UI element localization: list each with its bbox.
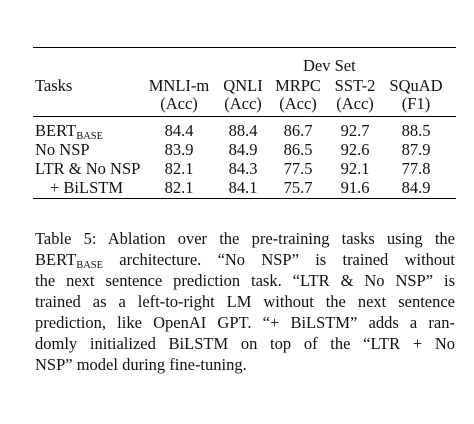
cell: 84.9 [401,178,431,197]
mid-rule [33,116,456,117]
cell: 83.9 [164,140,194,159]
column-metric: (Acc) [279,94,317,113]
caption-line: BERTBASE architecture. “No NSP” is train… [35,249,455,271]
cell: 86.7 [283,121,313,140]
row-label: BERTBASE [35,121,104,143]
row-label-text: No NSP [35,140,90,159]
caption-text: BERT [35,250,77,269]
caption-sub: BASE [76,260,104,271]
cell: 84.9 [228,140,258,159]
cell: 84.1 [228,178,258,197]
cell: 88.5 [401,121,431,140]
caption-text: architecture. “No NSP” is trained withou… [103,250,455,269]
caption-text: Table 5: Ablation over the pre-training … [35,229,455,248]
column-header: MRPC [275,76,321,95]
column-metric: (Acc) [160,94,198,113]
row-label: + BiLSTM [50,178,124,197]
cell: 77.5 [283,159,313,178]
caption-line: Table 5: Ablation over the pre-training … [35,228,455,249]
cell: 92.7 [340,121,370,140]
row-label-text: LTR & No NSP [35,159,141,178]
cell: 92.1 [340,159,370,178]
row-label-text: BERT [35,121,77,140]
caption-line: trained as a left-to-right LM without th… [35,291,455,312]
column-header: SST-2 [334,76,376,95]
cell: 87.9 [401,140,431,159]
caption-line: the next sentence prediction task. “LTR … [35,270,455,291]
group-header: Dev Set [303,56,356,75]
cell: 82.1 [164,159,194,178]
caption-text: prediction, like OpenAI GPT. “+ BiLSTM” … [35,313,455,332]
row-label: LTR & No NSP [35,159,141,178]
column-metric: (F1) [401,94,431,113]
cell: 84.3 [228,159,258,178]
column-metric: (Acc) [224,94,262,113]
cell: 75.7 [283,178,313,197]
row-label-text: + BiLSTM [50,178,124,197]
column-metric: (Acc) [336,94,374,113]
cell: 77.8 [401,159,431,178]
caption-line: NSP” model during fine-tuning. [35,354,455,375]
cell: 86.5 [283,140,313,159]
cell: 92.6 [340,140,370,159]
cell: 84.4 [164,121,194,140]
column-header: MNLI-m [148,76,210,95]
column-header: SQuAD [389,76,443,95]
caption-text: the next sentence prediction task. “LTR … [35,271,455,290]
caption-text: NSP” model during fine-tuning. [35,355,247,374]
caption-text: domly initialized BiLSTM on top of the “… [35,334,455,353]
cell: 88.4 [228,121,258,140]
bottom-rule [33,198,456,200]
cell: 91.6 [340,178,370,197]
corner-header: Tasks [35,76,73,95]
cell: 82.1 [164,178,194,197]
caption-line: prediction, like OpenAI GPT. “+ BiLSTM” … [35,312,455,333]
caption: Table 5: Ablation over the pre-training … [35,228,455,375]
row-label: No NSP [35,140,90,159]
row-label-sub: BASE [76,131,104,142]
column-header: QNLI [223,76,263,95]
top-rule [33,47,456,49]
caption-text: trained as a left-to-right LM without th… [35,292,455,311]
caption-line: domly initialized BiLSTM on top of the “… [35,333,455,354]
